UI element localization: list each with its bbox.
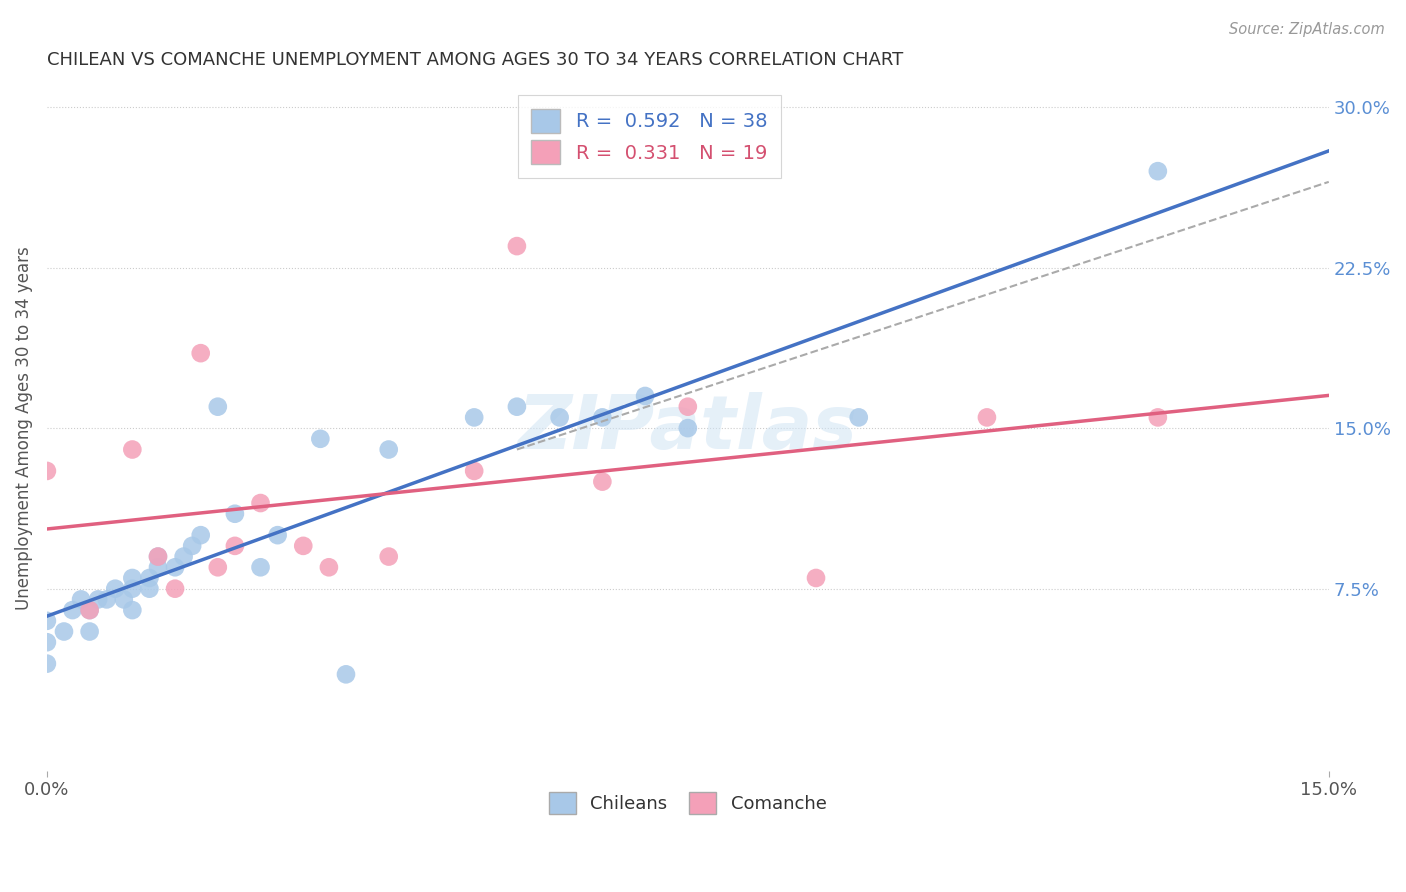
Point — [224, 539, 246, 553]
Point — [79, 603, 101, 617]
Point — [591, 410, 613, 425]
Point — [318, 560, 340, 574]
Point — [121, 603, 143, 617]
Point — [249, 560, 271, 574]
Point — [548, 410, 571, 425]
Y-axis label: Unemployment Among Ages 30 to 34 years: Unemployment Among Ages 30 to 34 years — [15, 246, 32, 610]
Point — [207, 400, 229, 414]
Text: ZIPatlas: ZIPatlas — [517, 392, 858, 465]
Point — [173, 549, 195, 564]
Point — [266, 528, 288, 542]
Point — [79, 624, 101, 639]
Point — [463, 464, 485, 478]
Point — [35, 657, 58, 671]
Point — [249, 496, 271, 510]
Point — [112, 592, 135, 607]
Point — [1147, 164, 1170, 178]
Point — [121, 582, 143, 596]
Point — [138, 582, 160, 596]
Point — [207, 560, 229, 574]
Point — [506, 239, 529, 253]
Point — [62, 603, 84, 617]
Point — [35, 464, 58, 478]
Text: Source: ZipAtlas.com: Source: ZipAtlas.com — [1229, 22, 1385, 37]
Point — [87, 592, 110, 607]
Point — [165, 582, 187, 596]
Legend: Chileans, Comanche: Chileans, Comanche — [540, 783, 835, 823]
Point — [53, 624, 76, 639]
Point — [146, 560, 169, 574]
Point — [121, 571, 143, 585]
Point — [976, 410, 998, 425]
Point — [676, 400, 699, 414]
Point — [309, 432, 332, 446]
Point — [146, 549, 169, 564]
Point — [165, 560, 187, 574]
Point — [190, 346, 212, 360]
Point — [676, 421, 699, 435]
Point — [146, 549, 169, 564]
Point — [335, 667, 357, 681]
Point — [377, 442, 399, 457]
Point — [463, 410, 485, 425]
Point — [79, 603, 101, 617]
Point — [121, 442, 143, 457]
Point — [1147, 410, 1170, 425]
Point — [104, 582, 127, 596]
Point — [138, 571, 160, 585]
Point — [190, 528, 212, 542]
Point — [804, 571, 827, 585]
Point — [35, 635, 58, 649]
Point — [292, 539, 315, 553]
Point — [181, 539, 204, 553]
Point — [634, 389, 657, 403]
Point — [848, 410, 870, 425]
Point — [591, 475, 613, 489]
Point — [506, 400, 529, 414]
Point — [96, 592, 118, 607]
Point — [224, 507, 246, 521]
Point — [35, 614, 58, 628]
Text: CHILEAN VS COMANCHE UNEMPLOYMENT AMONG AGES 30 TO 34 YEARS CORRELATION CHART: CHILEAN VS COMANCHE UNEMPLOYMENT AMONG A… — [46, 51, 903, 69]
Point — [70, 592, 93, 607]
Point — [377, 549, 399, 564]
